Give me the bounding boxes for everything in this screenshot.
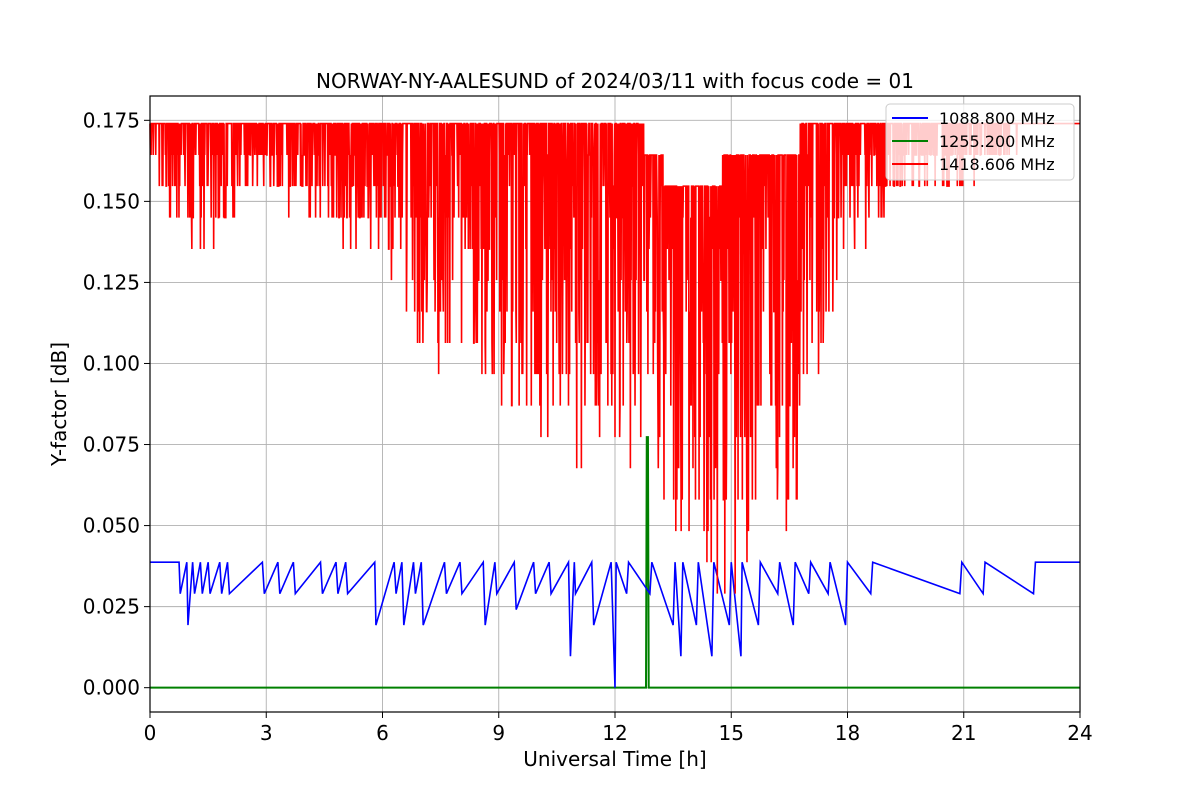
x-tick-label: 3 bbox=[260, 721, 273, 745]
x-axis-label: Universal Time [h] bbox=[523, 747, 706, 771]
x-tick-label: 12 bbox=[602, 721, 627, 745]
y-tick-label: 0.125 bbox=[83, 270, 140, 294]
chart-title: NORWAY-NY-AALESUND of 2024/03/11 with fo… bbox=[316, 69, 914, 93]
y-tick-label: 0.000 bbox=[83, 676, 140, 700]
x-tick-label: 9 bbox=[492, 721, 505, 745]
axis-ticks: 0 3 6 9 12 15 18 21 24 0.000 0.025 0.050 0.075 0.100 0… bbox=[83, 108, 1093, 745]
legend-box bbox=[885, 103, 1075, 181]
x-tick-label: 15 bbox=[719, 721, 744, 745]
legend-entry-label: 1418.606 MHz bbox=[939, 155, 1055, 174]
y-tick-label: 0.175 bbox=[83, 108, 140, 132]
x-tick-label: 21 bbox=[951, 721, 976, 745]
y-tick-label: 0.050 bbox=[83, 514, 140, 538]
y-tick-label: 0.100 bbox=[83, 351, 140, 375]
x-tick-label: 18 bbox=[835, 721, 860, 745]
y-tick-label: 0.075 bbox=[83, 433, 140, 457]
x-tick-label: 0 bbox=[144, 721, 157, 745]
y-tick-label: 0.150 bbox=[83, 189, 140, 213]
y-tick-label: 0.025 bbox=[83, 595, 140, 619]
series-line-1255-mhz bbox=[150, 436, 1080, 689]
legend-entry-label: 1088.800 MHz bbox=[939, 109, 1055, 128]
legend-entry-label: 1255.200 MHz bbox=[939, 132, 1055, 151]
x-tick-label: 24 bbox=[1067, 721, 1092, 745]
y-axis-label: Y-factor [dB] bbox=[47, 342, 71, 467]
series-line-1088-mhz bbox=[150, 559, 1080, 688]
x-tick-label: 6 bbox=[376, 721, 389, 745]
legend: 1088.800 MHz 1255.200 MHz 1418.606 MHz bbox=[885, 103, 1075, 181]
